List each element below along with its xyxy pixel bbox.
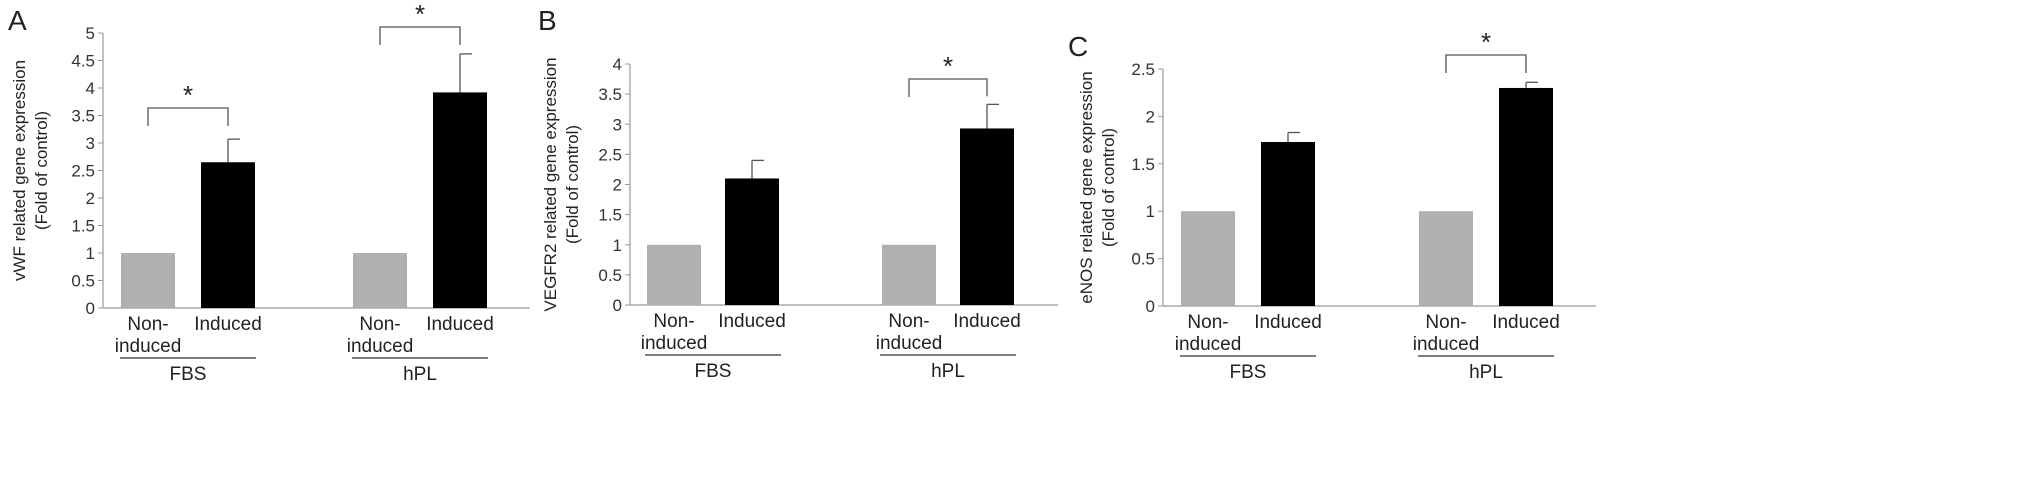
y-tick-label: 1.5: [1131, 155, 1155, 174]
group-label: hPL: [1469, 362, 1503, 383]
y-tick-label: 0: [613, 296, 622, 315]
chart-panel-c: C 0 0.5 1 1.5 2 2.5 eNOS related gene expressio…: [1068, 27, 1596, 383]
significance-star: *: [1481, 27, 1491, 57]
group-label: FBS: [1230, 362, 1267, 383]
y-tick-label: 1.5: [598, 206, 622, 225]
y-axis-label-unit: (Fold of control): [563, 125, 582, 244]
y-tick-label: 1: [86, 244, 95, 263]
y-tick-label: 2.5: [71, 162, 95, 181]
y-tick-label: 0.5: [1131, 250, 1155, 269]
group-label: FBS: [170, 364, 207, 385]
panel-letter: A: [8, 5, 27, 36]
y-tick-label: 2: [613, 176, 622, 195]
bar-fbs-induced: [201, 162, 255, 308]
category-label-line2: induced: [1413, 334, 1480, 355]
chart-panel-a: A 0 0.5 1 1.5 2 2.5 3 3.5 4 4.5 5 vWF related gene e…: [8, 0, 530, 385]
bar-fbs-non-induced: [647, 244, 701, 305]
bar-hpl-non-induced: [1419, 211, 1473, 306]
y-axis-label: vWF related gene expression: [10, 60, 29, 281]
y-axis-label-unit: (Fold of control): [1099, 128, 1118, 247]
y-axis-label: VEGFR2 related gene expression: [541, 57, 560, 311]
bar-fbs-non-induced: [121, 253, 175, 308]
category-label-line2: induced: [1175, 334, 1242, 355]
significance-bracket: [908, 78, 988, 97]
panel-letter: B: [538, 5, 557, 36]
y-axis-label: eNOS related gene expression: [1077, 71, 1096, 303]
y-tick-label: 3.5: [71, 107, 95, 126]
y-tick-label: 1: [613, 236, 622, 255]
y-tick-label: 1: [1146, 202, 1155, 221]
category-label-line2: induced: [641, 333, 708, 354]
category-label-line2: induced: [115, 336, 182, 357]
y-tick-label: 0.5: [71, 272, 95, 291]
y-tick-label: 0.5: [598, 266, 622, 285]
y-tick-label: 2.5: [1131, 60, 1155, 79]
group-label: hPL: [931, 361, 965, 382]
chart-panel-b: B 0 0.5 1 1.5 2 2.5 3 3.5 4 VEGFR2 related gene ex…: [538, 5, 1058, 382]
significance-bracket: [147, 107, 229, 126]
y-tick-label: 1.5: [71, 217, 95, 236]
y-tick-label: 0: [1146, 297, 1155, 316]
significance-star: *: [415, 0, 425, 29]
significance-bracket: [1445, 54, 1527, 73]
bar-fbs-induced: [1261, 141, 1315, 306]
category-label: Non-: [888, 311, 929, 332]
bar-fbs-induced: [725, 178, 779, 305]
y-tick-label: 0: [86, 299, 95, 318]
category-label: Induced: [718, 311, 786, 332]
y-tick-label: 2.5: [598, 145, 622, 164]
y-tick-label: 2: [86, 189, 95, 208]
y-tick-label: 3: [86, 134, 95, 153]
bar-hpl-induced: [433, 92, 487, 309]
category-label-line2: induced: [876, 333, 943, 354]
panel-letter: C: [1068, 31, 1088, 62]
category-label-line2: induced: [347, 336, 414, 357]
category-label: Induced: [426, 314, 494, 335]
bar-hpl-non-induced: [353, 253, 407, 308]
y-tick-label: 3.5: [598, 85, 622, 104]
significance-star: *: [943, 51, 953, 81]
bar-hpl-induced: [960, 128, 1014, 305]
significance-star: *: [183, 80, 193, 110]
bar-fbs-non-induced: [1181, 211, 1235, 306]
category-label: Non-: [127, 314, 168, 335]
bar-hpl-induced: [1499, 87, 1553, 307]
y-tick-label: 4: [86, 79, 95, 98]
category-label: Non-: [1425, 312, 1466, 333]
y-tick-label: 4: [613, 55, 622, 74]
y-tick-label: 2: [1146, 107, 1155, 126]
category-label: Non-: [1187, 312, 1228, 333]
group-label: FBS: [695, 361, 732, 382]
significance-bracket: [379, 26, 461, 45]
category-label: Non-: [653, 311, 694, 332]
category-label: Induced: [194, 314, 262, 335]
y-tick-label: 5: [86, 24, 95, 43]
category-label: Induced: [953, 311, 1021, 332]
y-axis-label-unit: (Fold of control): [32, 111, 51, 230]
category-label: Induced: [1492, 312, 1560, 333]
group-label: hPL: [403, 364, 437, 385]
y-tick-label: 4.5: [71, 52, 95, 71]
bar-hpl-non-induced: [882, 244, 936, 305]
y-tick-label: 3: [613, 115, 622, 134]
category-label: Non-: [359, 314, 400, 335]
category-label: Induced: [1254, 312, 1322, 333]
